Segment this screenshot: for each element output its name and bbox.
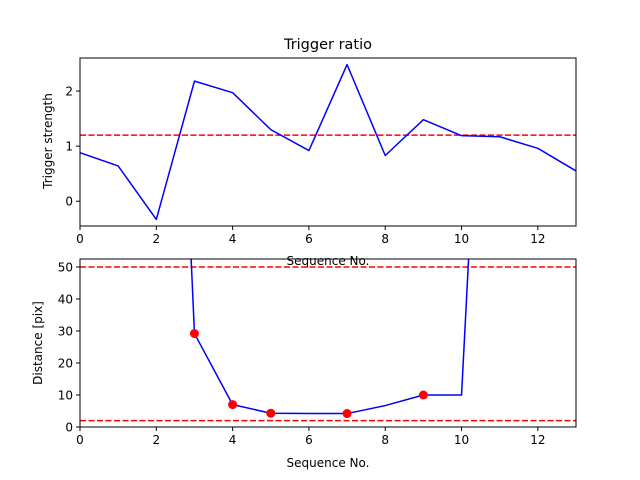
x-tick-label: 2 bbox=[152, 232, 160, 246]
x-tick-label: 2 bbox=[152, 433, 160, 447]
y-tick-label: 40 bbox=[58, 293, 73, 307]
x-tick-label: 10 bbox=[454, 232, 469, 246]
data-point bbox=[342, 409, 352, 419]
x-tick-label: 12 bbox=[530, 232, 545, 246]
x-tick-label: 12 bbox=[530, 433, 545, 447]
x-tick-label: 0 bbox=[76, 232, 84, 246]
data-point bbox=[189, 329, 199, 339]
x-tick-label: 4 bbox=[229, 433, 237, 447]
y-tick-label: 20 bbox=[58, 357, 73, 371]
data-point bbox=[266, 408, 276, 418]
x-tick-label: 8 bbox=[381, 433, 389, 447]
x-tick-label: 8 bbox=[381, 232, 389, 246]
x-tick-label: 4 bbox=[229, 232, 237, 246]
y-tick-label: 10 bbox=[58, 389, 73, 403]
series-line-0 bbox=[80, 63, 576, 221]
y-tick-label: 0 bbox=[65, 195, 73, 209]
plot-area: 0 2 4 6 8 10 12 0 10 20 30 40 50 bbox=[58, 258, 577, 447]
x-tick-label: 6 bbox=[305, 433, 313, 447]
y-axis-label: Trigger strength bbox=[41, 93, 55, 190]
x-tick-label: 10 bbox=[454, 433, 469, 447]
x-axis-label: Sequence No. bbox=[287, 456, 370, 470]
x-tick-label: 0 bbox=[76, 433, 84, 447]
x-axis-label: Sequence No. bbox=[287, 254, 370, 268]
chart-title: Trigger ratio bbox=[283, 37, 372, 53]
data-point bbox=[228, 400, 238, 410]
y-axis-label: Distance [pix] bbox=[31, 301, 45, 385]
axes-frame bbox=[79, 258, 577, 428]
x-tick-label: 6 bbox=[305, 232, 313, 246]
distance-chart: 0 2 4 6 8 10 12 0 10 20 30 40 50 Sequence No. Distan… bbox=[31, 258, 577, 470]
y-tick-label: 2 bbox=[65, 85, 73, 99]
y-tick-label: 50 bbox=[58, 261, 73, 275]
data-point bbox=[418, 390, 428, 400]
plot-marks bbox=[80, 259, 576, 422]
plot-marks bbox=[80, 63, 576, 221]
y-tick-label: 30 bbox=[58, 325, 73, 339]
y-tick-label: 0 bbox=[65, 421, 73, 435]
axes-frame bbox=[79, 57, 577, 227]
y-tick-label: 1 bbox=[65, 140, 73, 154]
series-line-0 bbox=[190, 259, 470, 415]
